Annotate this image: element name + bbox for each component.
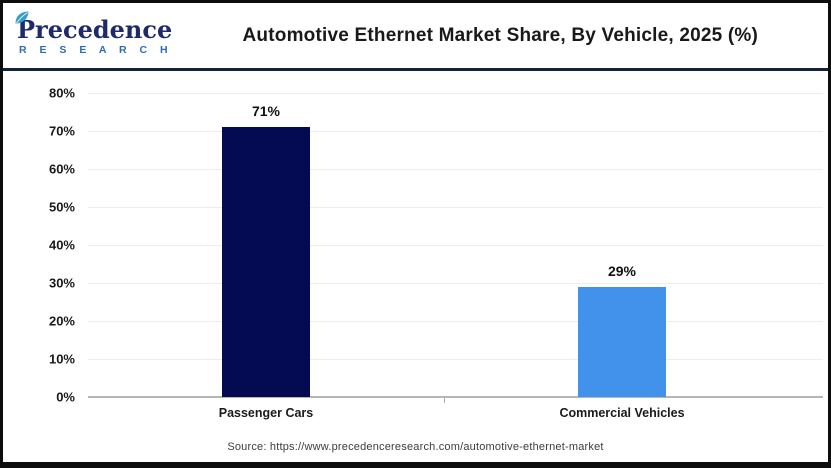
bar-chart: 0% 10% 20% 30% 40% 50% 60% 70% 80% 71% Passenger … (3, 71, 828, 431)
gridline (88, 283, 823, 284)
footer: Source: https://www.precedenceresearch.c… (3, 431, 828, 462)
logo-subtitle: R E S E A R C H (19, 43, 173, 56)
logo-wordmark: Precedence (15, 11, 173, 44)
y-tick-label: 0% (56, 389, 75, 405)
header-divider (3, 68, 828, 71)
gridline (88, 359, 823, 360)
bar-value-label: 71% (251, 103, 281, 120)
bar-passenger-cars (222, 127, 310, 397)
chart-title: Automotive Ethernet Market Share, By Veh… (242, 24, 759, 46)
y-tick-label: 60% (48, 161, 75, 177)
gridline (88, 131, 823, 132)
x-axis-tick (444, 398, 445, 403)
bar-value-label: 29% (607, 262, 637, 279)
y-tick-label: 50% (48, 199, 75, 215)
gridline (88, 207, 823, 208)
gridline (88, 93, 823, 94)
plot-area: 71% Passenger Cars 29% Commercial Vehicles (88, 71, 823, 431)
y-tick-label: 80% (48, 85, 75, 101)
y-tick-label: 10% (48, 351, 75, 367)
y-tick-label: 40% (48, 237, 75, 253)
y-tick-label: 20% (48, 313, 75, 329)
category-label: Commercial Vehicles (559, 406, 685, 420)
gridline (88, 321, 823, 322)
title-area: Automotive Ethernet Market Share, By Veh… (173, 25, 828, 47)
x-axis-line (88, 396, 823, 398)
logo-brand-name: Precedence (17, 14, 173, 44)
source-text: Source: https://www.precedenceresearch.c… (227, 440, 604, 453)
gridline (88, 245, 823, 246)
y-tick-label: 30% (48, 275, 75, 291)
gridline (88, 169, 823, 170)
precedence-research-logo: Precedence R E S E A R C H (15, 11, 173, 56)
header: Precedence R E S E A R C H Automotive Et… (3, 3, 828, 68)
leaf-icon (15, 11, 29, 24)
bar-commercial-vehicles (578, 286, 666, 397)
y-tick-label: 70% (48, 123, 75, 139)
category-label: Passenger Cars (218, 406, 314, 420)
y-axis-labels: 0% 10% 20% 30% 40% 50% 60% 70% 80% (3, 71, 75, 431)
